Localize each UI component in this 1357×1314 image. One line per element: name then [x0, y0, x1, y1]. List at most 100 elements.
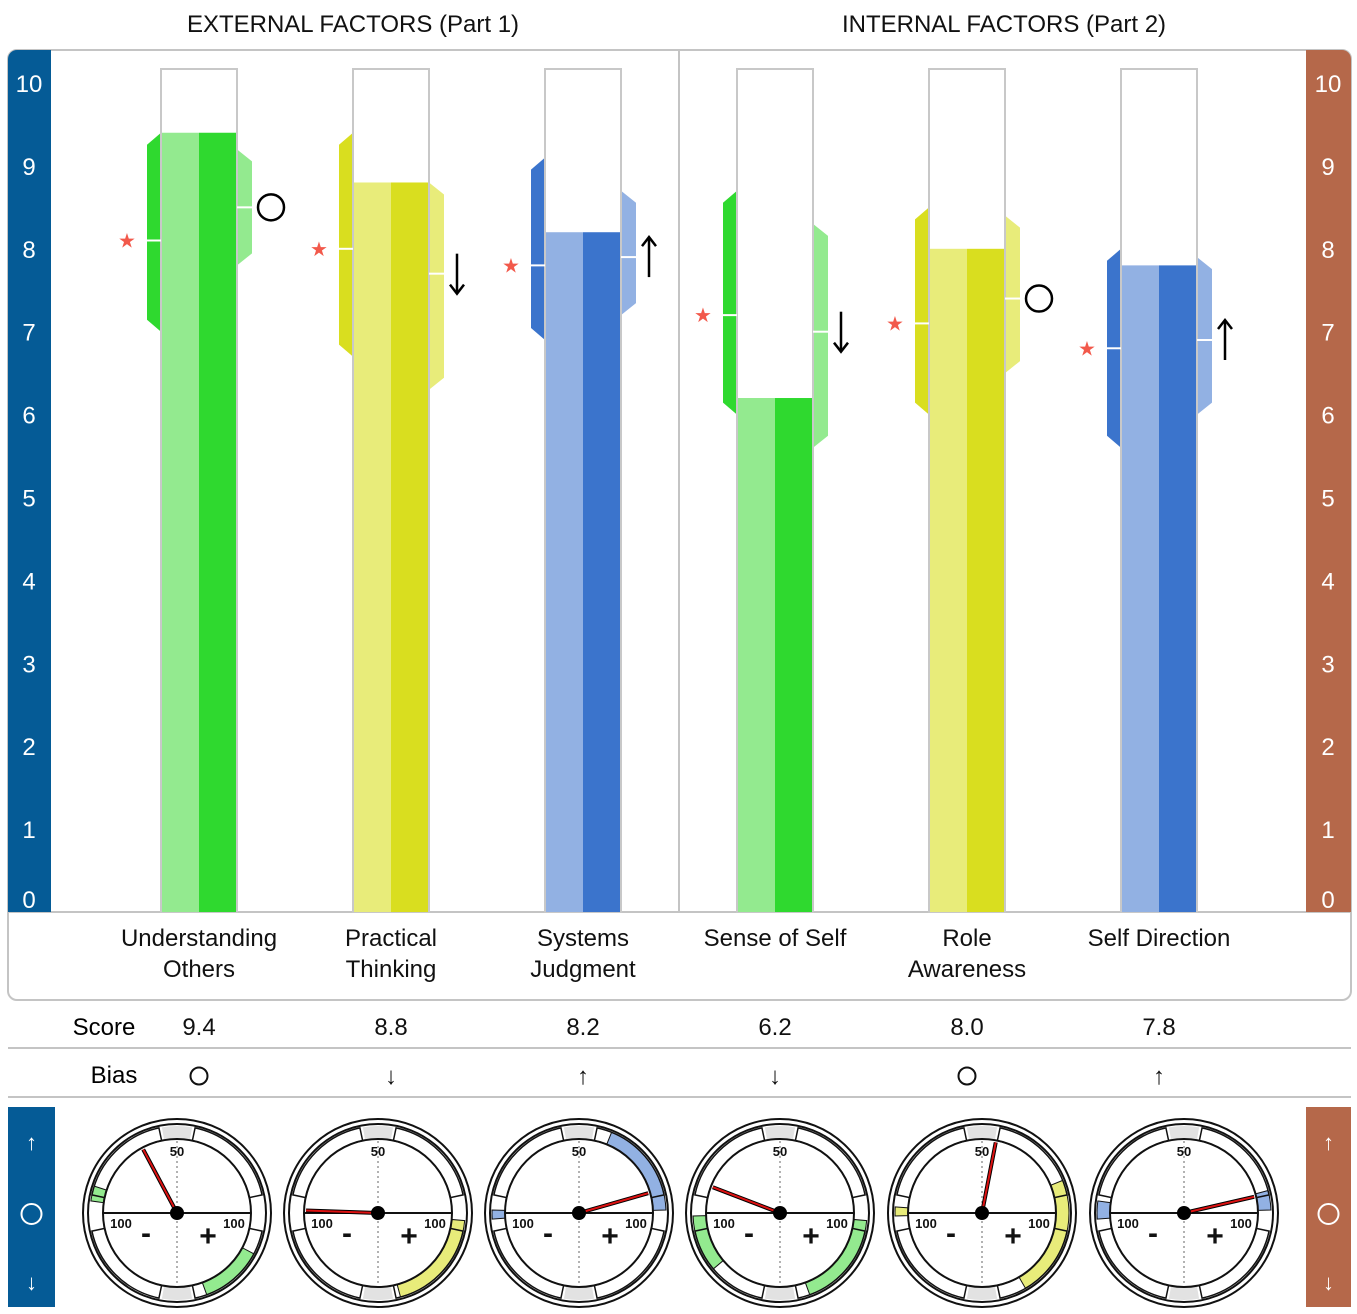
right-axis-panel — [1306, 50, 1351, 912]
dial-hub — [773, 1206, 787, 1220]
legend-up-arrow: ↑ — [26, 1130, 37, 1155]
right-axis-tick: 3 — [1321, 651, 1334, 678]
dial-colored-arc — [894, 1206, 909, 1217]
dial-needle — [981, 1142, 997, 1214]
left-range-band — [915, 207, 929, 415]
category-label: Awareness — [908, 956, 1026, 983]
dial-label-right: 100 — [625, 1216, 647, 1231]
bias-value: ↓ — [769, 1063, 781, 1090]
bias-value: ↓ — [385, 1063, 397, 1090]
score-bias-values: 9.4 8.8 ↓ 8.2 ↑ 6.2 ↓ 8.0 7.8 ↑ — [182, 1014, 1175, 1090]
dial-bottom-section — [563, 1285, 595, 1300]
left-axis-tick: 8 — [22, 237, 35, 264]
dial-plus-sign: + — [199, 1220, 217, 1253]
dial-label-left: 100 — [713, 1216, 735, 1231]
right-axis-tick: 10 — [1315, 71, 1342, 98]
bar-dark-half — [775, 398, 812, 912]
legend-down-arrow: ↓ — [1323, 1270, 1334, 1295]
dial-label-right: 100 — [424, 1216, 446, 1231]
right-bias-legend — [1306, 1107, 1351, 1307]
dial-top-section — [362, 1126, 394, 1141]
dial-top-section — [161, 1126, 193, 1141]
right-axis-tick: 9 — [1321, 154, 1334, 181]
left-range-band — [339, 132, 353, 357]
right-range-band — [1197, 257, 1212, 415]
score-value: 8.2 — [566, 1014, 599, 1041]
legend-circle-icon — [20, 1203, 43, 1225]
category-label: Systems — [537, 925, 629, 952]
bar-dark-half — [391, 182, 428, 913]
left-bias-legend — [8, 1107, 55, 1307]
bar-group: ★ — [310, 68, 465, 913]
dial-label-left: 100 — [110, 1216, 132, 1231]
dial-bottom-section — [966, 1285, 998, 1300]
dial-label-top: 50 — [975, 1144, 989, 1159]
bar-light-half — [546, 232, 583, 913]
dial-plus-sign: + — [802, 1220, 820, 1253]
dial-label-top: 50 — [773, 1144, 787, 1159]
bar-light-half — [738, 398, 775, 912]
dial-top-section — [1168, 1126, 1200, 1141]
star-marker: ★ — [1078, 338, 1096, 360]
category-label: Role — [942, 925, 991, 952]
dial-plus-sign: + — [400, 1220, 418, 1253]
bar-group: ★ — [694, 68, 849, 913]
dial-minus-sign: - — [744, 1217, 754, 1250]
dial-top-section — [966, 1126, 998, 1141]
dial-colored-arc — [1096, 1200, 1112, 1220]
legend-up-arrow: ↑ — [1323, 1130, 1334, 1155]
dial-top-section — [563, 1126, 595, 1141]
dial-label-top: 50 — [572, 1144, 586, 1159]
bias-circle-marker — [1024, 284, 1054, 313]
dial-label-right: 100 — [1230, 1216, 1252, 1231]
bias-value: ↑ — [1153, 1063, 1165, 1090]
score-value: 8.0 — [950, 1014, 983, 1041]
score-value: 8.8 — [374, 1014, 407, 1041]
score-value: 6.2 — [758, 1014, 791, 1041]
dial-label-left: 100 — [1117, 1216, 1139, 1231]
score-row-label: Score — [73, 1014, 136, 1041]
right-axis-tick: 5 — [1321, 486, 1334, 513]
dial-label-top: 50 — [1177, 1144, 1191, 1159]
bias-arrow-head — [1217, 317, 1233, 330]
right-axis-tick: 0 — [1321, 887, 1334, 914]
bar-dark-half — [1159, 265, 1196, 912]
left-axis-tick: 1 — [22, 817, 35, 844]
dial-plus-sign: + — [1206, 1220, 1224, 1253]
left-range-band — [147, 132, 161, 332]
left-axis-panel — [8, 50, 51, 912]
dial-bottom-section — [161, 1285, 193, 1300]
bias-legend-glyphs: ↑ ↓ ↑ ↓ — [20, 1130, 1340, 1295]
bar-dark-half — [199, 132, 236, 913]
dial-needle — [142, 1148, 178, 1214]
legend-circle-icon — [1317, 1203, 1340, 1225]
dial-bottom-section — [362, 1285, 394, 1300]
dial-minus-sign: - — [1148, 1217, 1158, 1250]
bars-layer: ★ ★ ★ ★ ★ ★ — [118, 68, 1233, 913]
category-label: Others — [163, 956, 235, 983]
left-axis-tick: 4 — [22, 568, 35, 595]
dial-needle — [578, 1192, 649, 1214]
category-label: Practical — [345, 925, 437, 952]
dial-label-right: 100 — [826, 1216, 848, 1231]
right-axis-tick: 1 — [1321, 817, 1334, 844]
left-axis-tick: 10 — [16, 71, 43, 98]
dial-label-top: 50 — [371, 1144, 385, 1159]
dial-minus-sign: - — [342, 1217, 352, 1250]
score-value: 9.4 — [182, 1014, 215, 1041]
dial-minus-sign: - — [141, 1217, 151, 1250]
right-axis-tick: 6 — [1321, 403, 1334, 430]
bar-light-half — [1122, 265, 1159, 912]
dial-hub — [1177, 1206, 1191, 1220]
dial-hub — [572, 1206, 586, 1220]
dial-label-right: 100 — [1028, 1216, 1050, 1231]
bias-row-label: Bias — [91, 1062, 138, 1089]
header-external-factors: EXTERNAL FACTORS (Part 1) — [187, 11, 519, 38]
right-range-band — [813, 223, 828, 448]
legend-down-arrow: ↓ — [26, 1270, 37, 1295]
right-range-band — [1005, 215, 1020, 374]
dial-label-left: 100 — [915, 1216, 937, 1231]
left-axis-tick: 2 — [22, 734, 35, 761]
